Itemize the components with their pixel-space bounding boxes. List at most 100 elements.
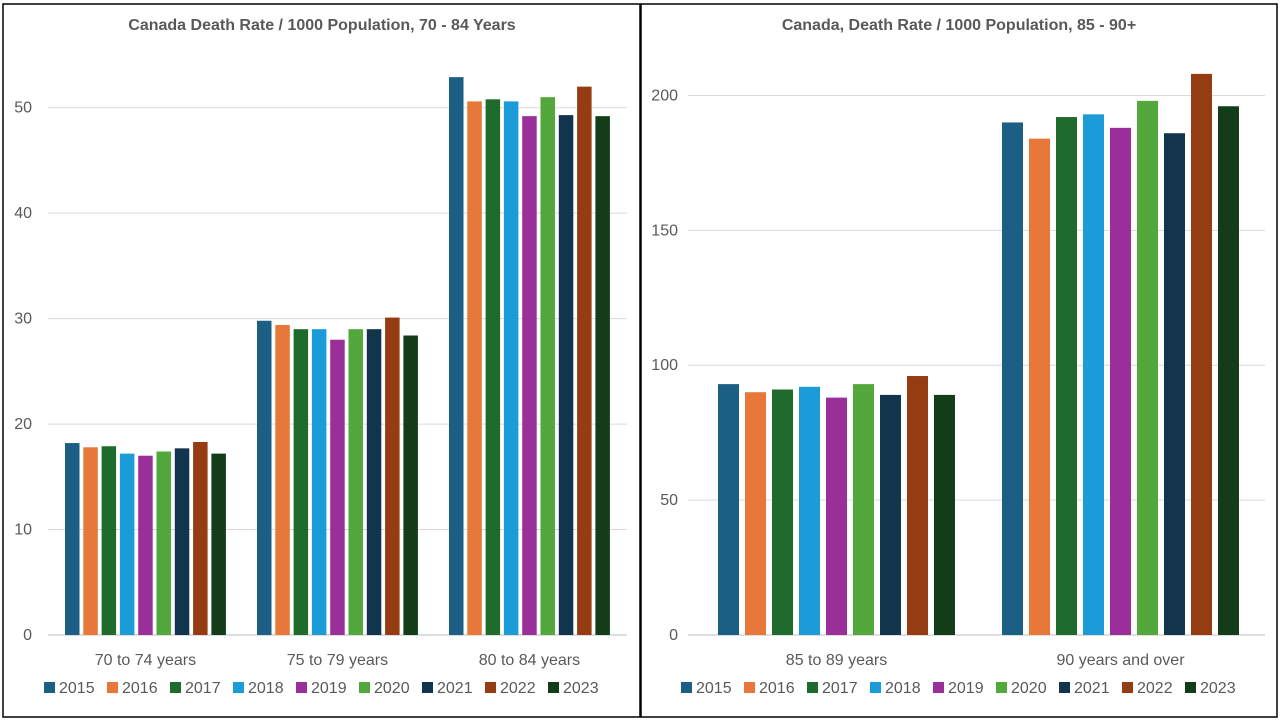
legend-swatch-2-2023 xyxy=(1185,682,1196,693)
bar-2-2015-1 xyxy=(1002,122,1023,635)
bar-1-2016-2 xyxy=(467,101,482,635)
legend-label-2-2023: 2023 xyxy=(1200,680,1236,697)
bar-1-2021-0 xyxy=(174,448,190,635)
y-tick-label-1-0: 0 xyxy=(23,627,32,644)
legend-swatch-2-2019 xyxy=(933,682,944,693)
bar-2-2015-0 xyxy=(718,384,739,635)
bar-2-2018-1 xyxy=(1083,114,1104,636)
legend-swatch-2-2018 xyxy=(870,682,881,693)
legend-label-2-2019: 2019 xyxy=(948,680,984,697)
legend-label-2-2021: 2021 xyxy=(1074,680,1110,697)
bar-1-2018-2 xyxy=(503,101,519,635)
legend-label-1-2023: 2023 xyxy=(563,680,599,697)
legend-swatch-1-2020 xyxy=(359,682,370,693)
bar-1-2023-2 xyxy=(595,116,610,635)
legend-swatch-2-2022 xyxy=(1122,682,1133,693)
chart-title-1: Canada Death Rate / 1000 Population, 70 … xyxy=(128,17,516,34)
y-tick-label-1-4: 40 xyxy=(14,205,32,222)
legend-label-2-2017: 2017 xyxy=(822,680,858,697)
legend-label-2-2022: 2022 xyxy=(1137,680,1173,697)
x-category-label-2-1: 90 years and over xyxy=(1056,652,1185,669)
legend-label-1-2016: 2016 xyxy=(122,680,158,697)
bar-2-2017-1 xyxy=(1056,117,1077,635)
bar-1-2022-2 xyxy=(577,86,592,636)
bar-1-2020-2 xyxy=(540,97,555,635)
legend-label-1-2020: 2020 xyxy=(374,680,410,697)
y-tick-label-2-0: 0 xyxy=(669,627,678,644)
bar-1-2018-0 xyxy=(119,453,135,635)
legend-label-1-2015: 2015 xyxy=(59,680,95,697)
y-tick-label-2-4: 200 xyxy=(651,87,678,104)
bar-2-2018-0 xyxy=(799,386,820,635)
bar-2-2020-0 xyxy=(853,384,874,635)
legend-swatch-2-2017 xyxy=(807,682,818,693)
legend-swatch-1-2022 xyxy=(485,682,496,693)
legend-swatch-1-2016 xyxy=(107,682,118,693)
y-tick-label-2-1: 50 xyxy=(660,492,678,509)
bar-1-2016-0 xyxy=(83,447,98,635)
legend-label-1-2022: 2022 xyxy=(500,680,536,697)
x-category-label-2-0: 85 to 89 years xyxy=(786,652,887,669)
x-category-label-1-0: 70 to 74 years xyxy=(95,652,196,669)
bar-2-2023-0 xyxy=(934,394,955,635)
legend-label-2-2020: 2020 xyxy=(1011,680,1047,697)
legend-label-1-2021: 2021 xyxy=(437,680,473,697)
y-tick-label-2-3: 150 xyxy=(651,222,678,239)
legend-label-1-2018: 2018 xyxy=(248,680,284,697)
bar-1-2016-1 xyxy=(275,324,290,635)
legend-swatch-1-2023 xyxy=(548,682,559,693)
bar-1-2022-0 xyxy=(193,442,208,635)
legend-label-2-2016: 2016 xyxy=(759,680,795,697)
bar-2-2021-0 xyxy=(880,394,901,635)
legend-swatch-2-2016 xyxy=(744,682,755,693)
y-tick-label-1-1: 10 xyxy=(14,522,32,539)
x-category-label-1-1: 75 to 79 years xyxy=(287,652,388,669)
bar-1-2018-1 xyxy=(311,329,327,635)
bar-1-2023-1 xyxy=(403,335,418,635)
bar-1-2015-2 xyxy=(449,77,464,636)
y-tick-label-1-2: 20 xyxy=(14,416,32,433)
legend-label-2-2015: 2015 xyxy=(696,680,732,697)
bar-1-2015-1 xyxy=(257,320,272,635)
legend-swatch-1-2017 xyxy=(170,682,181,693)
bar-1-2020-1 xyxy=(348,329,363,635)
chart-title-2: Canada, Death Rate / 1000 Population, 85… xyxy=(782,17,1136,34)
bar-1-2017-2 xyxy=(485,99,501,636)
bar-2-2019-1 xyxy=(1110,127,1131,635)
bar-1-2017-0 xyxy=(101,446,117,635)
bar-1-2021-1 xyxy=(366,329,382,635)
bar-2-2016-0 xyxy=(745,392,766,635)
legend-swatch-2-2020 xyxy=(996,682,1007,693)
bar-2-2020-1 xyxy=(1137,100,1158,635)
bar-1-2020-0 xyxy=(156,451,171,635)
y-tick-label-2-2: 100 xyxy=(651,357,678,374)
bar-1-2022-1 xyxy=(385,317,400,635)
legend-label-1-2019: 2019 xyxy=(311,680,347,697)
bar-2-2022-0 xyxy=(907,376,928,635)
bar-1-2023-0 xyxy=(211,453,226,635)
bar-2-2022-1 xyxy=(1191,73,1212,635)
y-tick-label-1-3: 30 xyxy=(14,311,32,328)
bar-1-2017-1 xyxy=(293,329,309,635)
legend-label-2-2018: 2018 xyxy=(885,680,921,697)
bar-1-2021-2 xyxy=(558,115,574,636)
bar-1-2015-0 xyxy=(65,443,80,635)
bar-2-2019-0 xyxy=(826,397,847,635)
legend-swatch-1-2015 xyxy=(44,682,55,693)
bar-1-2019-2 xyxy=(522,116,537,635)
legend-label-1-2017: 2017 xyxy=(185,680,221,697)
bar-2-2021-1 xyxy=(1164,133,1185,636)
legend-swatch-1-2019 xyxy=(296,682,307,693)
bar-1-2019-0 xyxy=(138,455,153,635)
bar-2-2017-0 xyxy=(772,389,793,635)
legend-swatch-1-2018 xyxy=(233,682,244,693)
bar-2-2023-1 xyxy=(1218,106,1239,636)
bar-1-2019-1 xyxy=(330,339,345,635)
legend-swatch-1-2021 xyxy=(422,682,433,693)
legend-swatch-2-2015 xyxy=(681,682,692,693)
bar-2-2016-1 xyxy=(1029,138,1050,635)
y-tick-label-1-5: 50 xyxy=(14,100,32,117)
legend-swatch-2-2021 xyxy=(1059,682,1070,693)
